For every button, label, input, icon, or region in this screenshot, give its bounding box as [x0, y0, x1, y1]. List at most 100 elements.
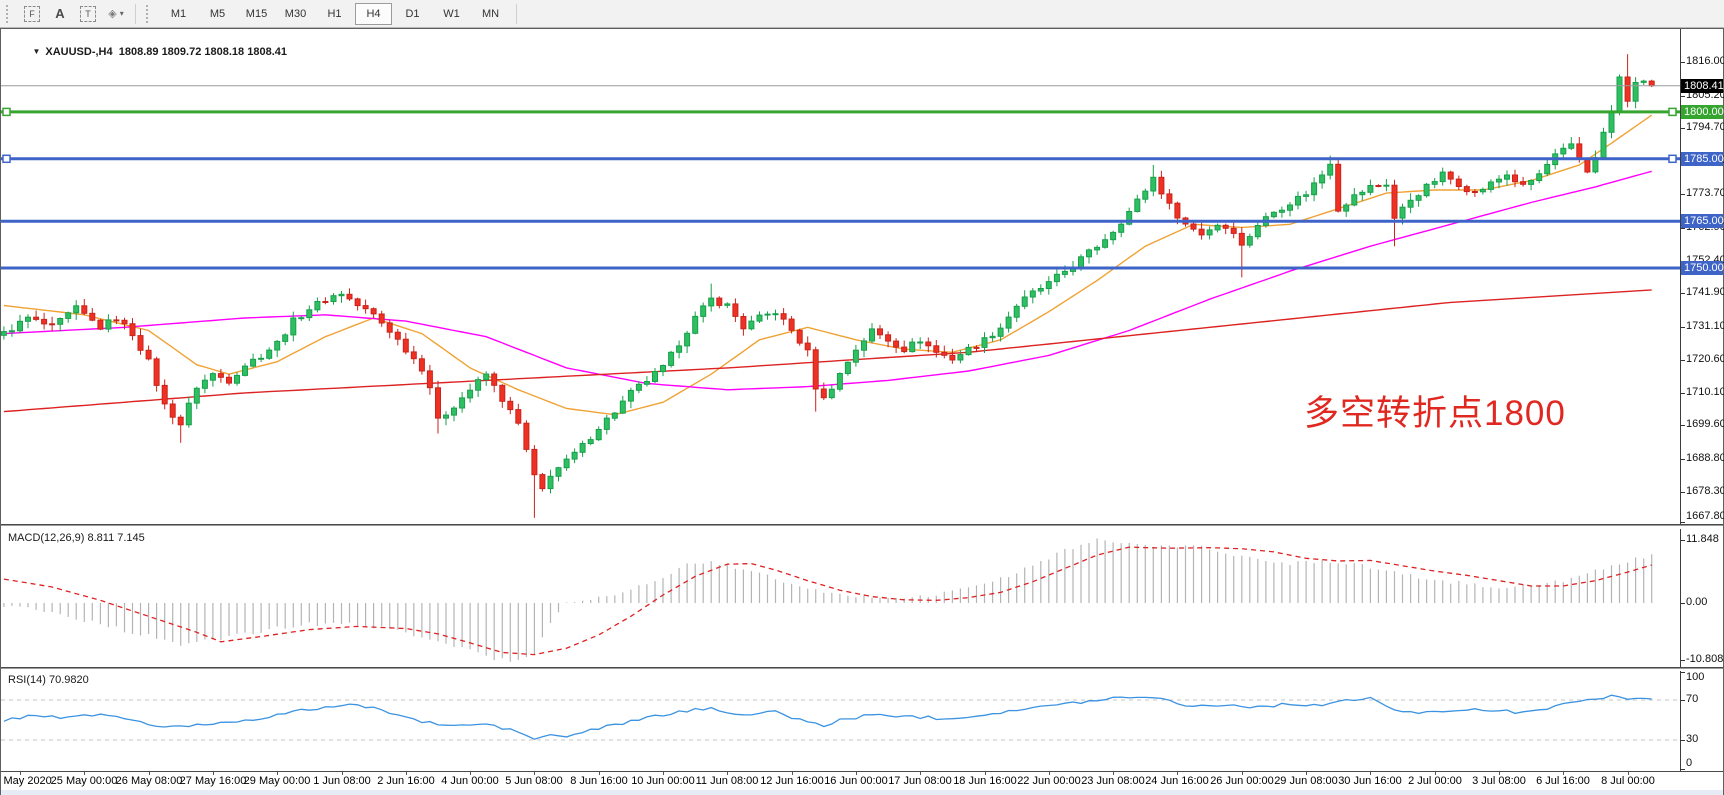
symbol-dropdown-icon[interactable]: ▼ — [32, 47, 41, 56]
axis-tick-mark — [1681, 228, 1685, 229]
axis-tick-mark — [1681, 360, 1685, 361]
time-label: 4 Jun 00:00 — [441, 775, 499, 787]
timeframe-button-MN[interactable]: MN — [481, 7, 500, 20]
price-panel: ▼ XAUUSD-,H4 1808.89 1809.72 1808.18 1808… — [1, 29, 1724, 525]
time-label: 2 Jun 16:00 — [377, 775, 435, 787]
text-label-icon: T — [80, 5, 96, 22]
rsi-line — [3, 694, 1652, 740]
time-tick-mark — [342, 772, 343, 775]
timeframe-button-D1[interactable]: D1 — [405, 7, 420, 20]
axis-tick-mark — [1681, 327, 1685, 328]
toolbar-grip[interactable] — [146, 4, 153, 23]
fibonacci-tool-button[interactable]: F — [19, 2, 45, 26]
time-label: 23 Jun 08:00 — [1081, 775, 1145, 787]
timeframe-button-W1[interactable]: W1 — [443, 7, 460, 20]
macd-panel: MACD(12,26,9) 8.811 7.145 11.848 0.00 -10.… — [1, 529, 1723, 668]
timeframe-button-H4[interactable]: H4 — [355, 2, 392, 25]
time-tick-mark — [599, 772, 600, 775]
axis-tick-mark — [1681, 700, 1685, 701]
time-tick-mark — [1242, 772, 1243, 775]
time-tick-mark — [727, 772, 728, 775]
time-tick-mark — [985, 772, 986, 775]
axis-tick-mark — [1681, 672, 1685, 673]
timeframe-button-M15[interactable]: M15 — [245, 7, 268, 20]
axis-tick-mark — [1681, 769, 1685, 770]
macd-plot[interactable] — [1, 529, 1680, 667]
axis-label: 11.848 — [1686, 533, 1719, 545]
price-badge-1765.00: 1765.00 — [1681, 214, 1724, 228]
timeframe-button-M5[interactable]: M5 — [209, 7, 226, 20]
ma-mid-magenta — [3, 170, 1652, 391]
axis-label: 1699.60 — [1686, 418, 1724, 430]
axis-label: 0 — [1686, 757, 1693, 769]
axis-label: 100 — [1686, 671, 1705, 683]
price-badge-1750.00: 1750.00 — [1681, 261, 1724, 275]
time-label: 6 Jul 16:00 — [1536, 775, 1590, 787]
chart-annotation-text[interactable]: 多空转折点1800 — [1304, 394, 1566, 433]
time-label: 8 Jul 00:00 — [1601, 775, 1655, 787]
price-axis[interactable]: 1816.001805.201794.701784.201773.701762.… — [1680, 29, 1724, 524]
macd-label: MACD(12,26,9) 8.811 7.145 — [8, 532, 145, 544]
axis-tick-mark — [1681, 492, 1685, 493]
text-tool-button[interactable]: A — [47, 2, 73, 26]
macd-signal-line — [3, 546, 1652, 656]
macd-axis[interactable]: 11.848 0.00 -10.808 — [1680, 529, 1723, 667]
axis-tick-mark — [1681, 660, 1685, 661]
axis-label: 1794.70 — [1686, 121, 1724, 133]
time-label: 1 Jun 08:00 — [313, 775, 371, 787]
axis-tick-mark — [1681, 522, 1685, 523]
toolbar: F A T ◈ ▾ M1 M5 M15 M30 H1 H4 D1 W1 MN — [0, 0, 1724, 28]
time-label: 17 Jun 08:00 — [888, 775, 952, 787]
line-handle — [2, 154, 11, 164]
ma-fast-orange — [3, 114, 1653, 416]
axis-label: -10.808 — [1686, 653, 1724, 665]
time-tick-mark — [1563, 772, 1564, 775]
axis-tick-mark — [1681, 96, 1685, 97]
axis-label: 1731.10 — [1686, 320, 1724, 332]
time-tick-mark — [277, 772, 278, 775]
axis-tick-mark — [1681, 62, 1685, 63]
axis-label: 1688.80 — [1686, 452, 1724, 464]
price-badge-1785.00: 1785.00 — [1681, 152, 1724, 166]
timeframe-button-M1[interactable]: M1 — [170, 7, 187, 20]
time-label: 29 Jun 08:00 — [1274, 775, 1338, 787]
timeframe-button-M30[interactable]: M30 — [284, 7, 307, 20]
axis-label: 0.00 — [1686, 596, 1708, 608]
price-badge-1800.00: 1800.00 — [1681, 105, 1724, 119]
text-a-icon: A — [55, 6, 65, 21]
time-label: 25 May 00:00 — [50, 775, 118, 787]
time-label: 26 May 08:00 — [115, 775, 183, 787]
time-tick-mark — [20, 772, 21, 775]
time-tick-mark — [663, 772, 664, 775]
time-tick-mark — [1177, 772, 1178, 775]
label-tool-button[interactable]: T — [75, 2, 101, 26]
time-label: 29 May 00:00 — [243, 775, 311, 787]
panel-splitter[interactable] — [1, 668, 1723, 671]
price-chart-plot[interactable] — [1, 29, 1680, 524]
rsi-axis[interactable]: 100 70 30 0 — [1680, 671, 1723, 771]
axis-label: 1710.10 — [1686, 386, 1724, 398]
rsi-panel: RSI(14) 70.9820 100 70 30 0 — [1, 671, 1723, 772]
time-label: 12 Jun 16:00 — [760, 775, 824, 787]
rsi-name: RSI(14) — [8, 674, 46, 686]
time-label: 11 Jun 08:00 — [695, 775, 759, 787]
rsi-plot[interactable] — [1, 671, 1680, 771]
axis-label: 70 — [1686, 693, 1699, 705]
panel-splitter[interactable] — [1, 525, 1723, 529]
time-tick-mark — [470, 772, 471, 775]
toolbar-grip[interactable] — [6, 4, 13, 23]
toolbar-separator — [135, 3, 136, 24]
fibonacci-icon: F — [24, 5, 40, 22]
line-handle — [1668, 107, 1677, 117]
axis-tick-mark — [1681, 425, 1685, 426]
arrows-tool-button[interactable]: ◈ ▾ — [103, 2, 129, 26]
time-tick-mark — [1049, 772, 1050, 775]
line-handle — [2, 107, 11, 117]
arrows-icon: ◈ — [108, 8, 117, 20]
timeframe-button-H1[interactable]: H1 — [327, 7, 342, 20]
time-tick-mark — [534, 772, 535, 775]
axis-label: 1678.30 — [1686, 485, 1724, 497]
time-label: 18 Jun 16:00 — [953, 775, 1017, 787]
macd-values: 8.811 7.145 — [87, 532, 145, 544]
